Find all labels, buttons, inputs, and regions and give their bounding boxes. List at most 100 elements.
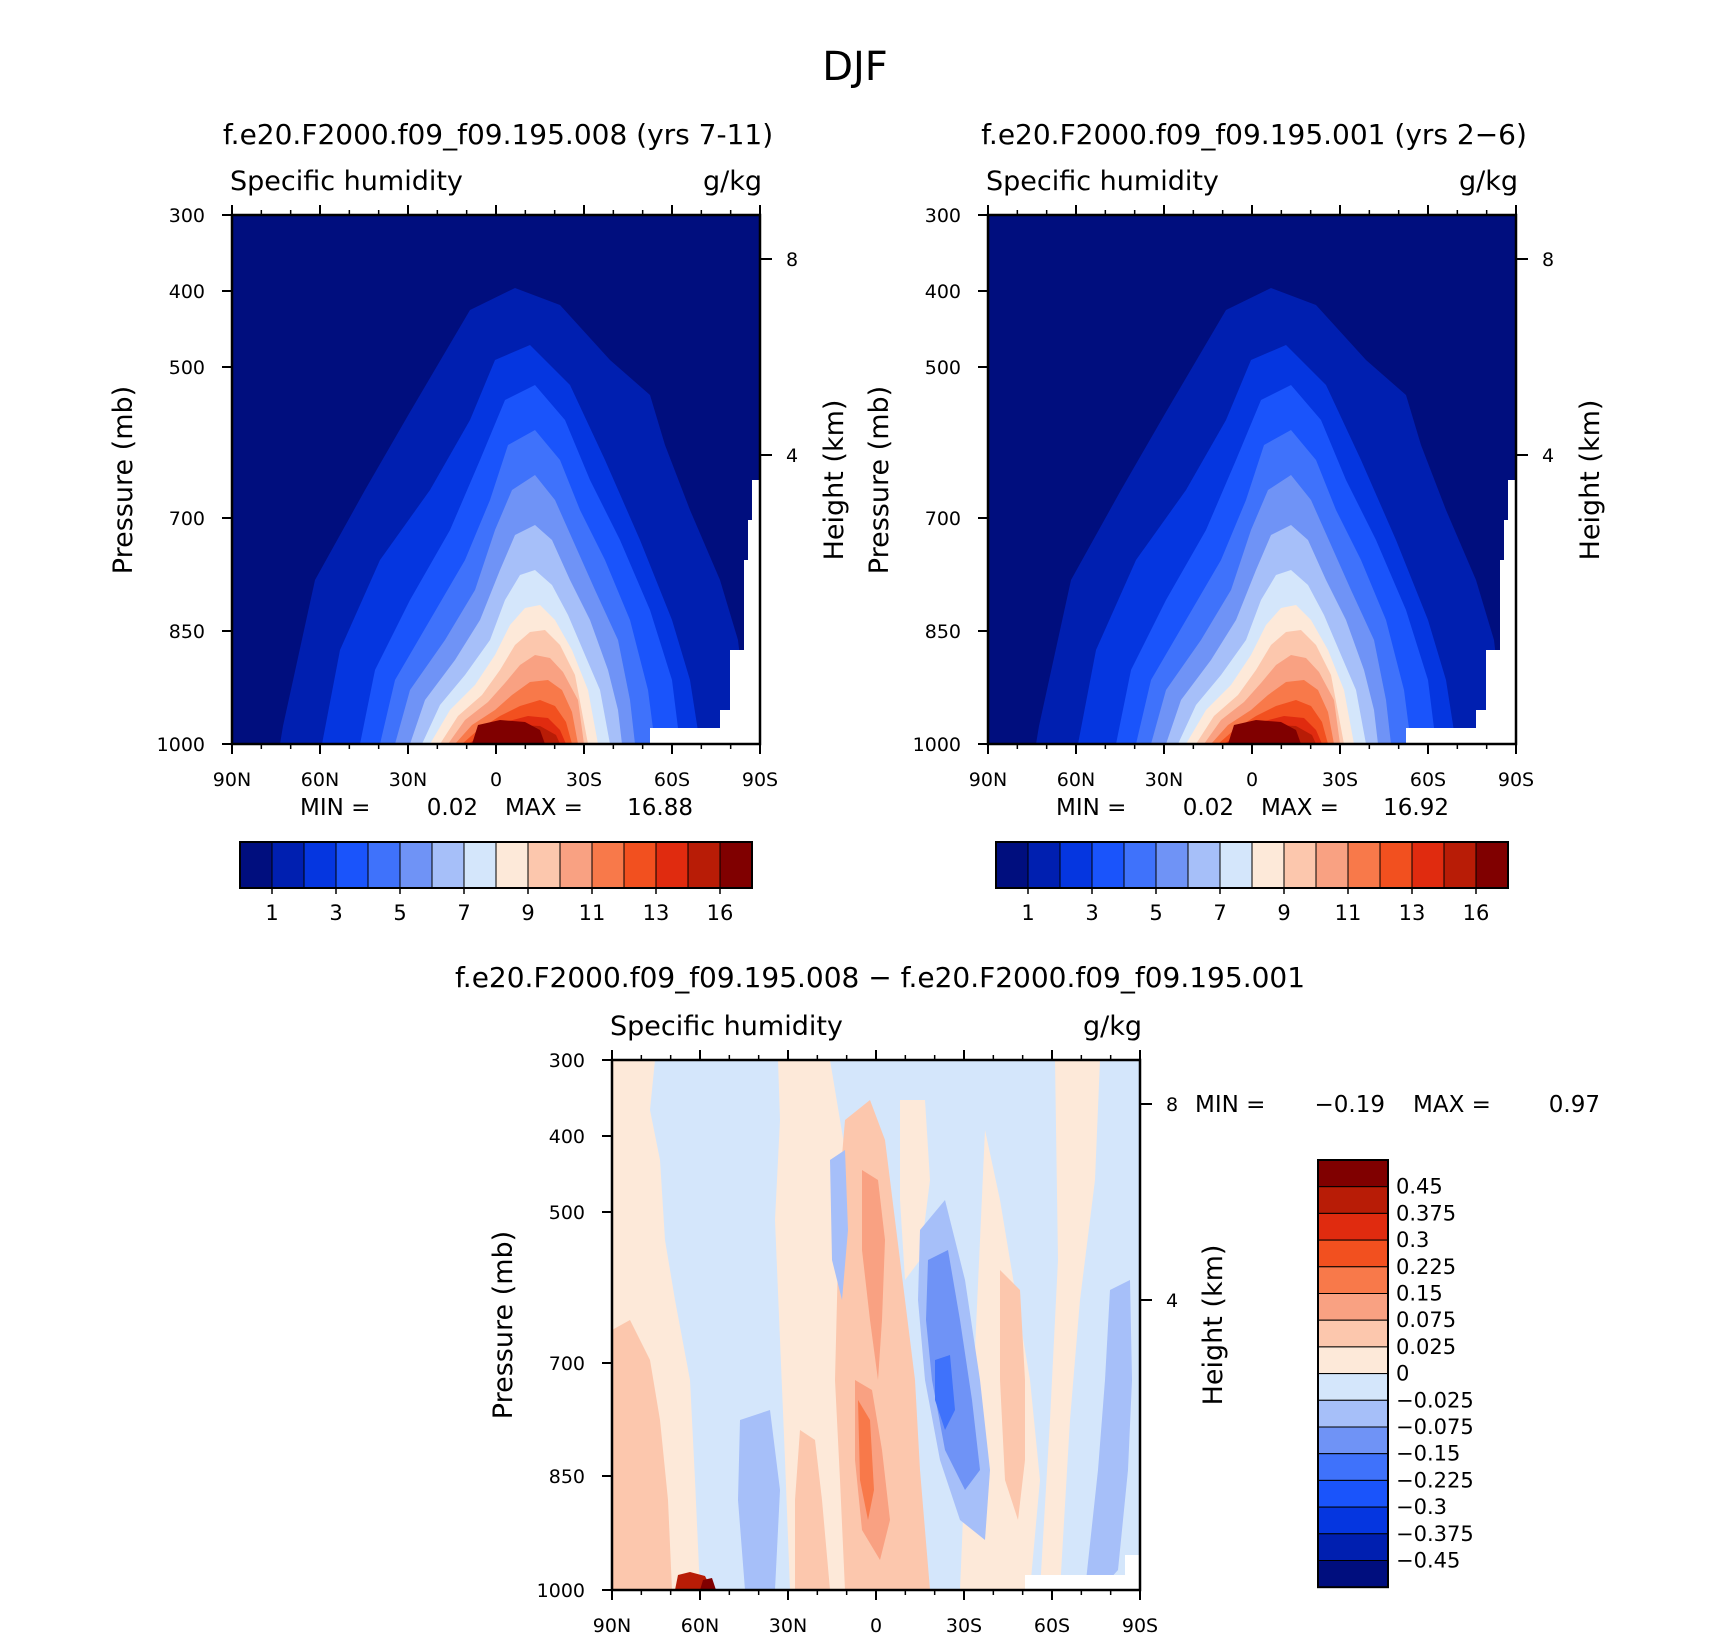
- min-value: 0.02: [1183, 795, 1234, 821]
- colorbar-swatch: [1317, 1426, 1389, 1455]
- colorbar-swatch: [1219, 841, 1253, 889]
- y-tick-400: 400: [169, 281, 205, 303]
- y-tick-300: 300: [925, 205, 961, 227]
- colorbar-swatch: [1317, 1159, 1389, 1188]
- colorbar-swatch: [1091, 841, 1125, 889]
- panel-title: f.e20.F2000.f09_f09.195.001 (yrs 2−6): [981, 118, 1527, 151]
- y-right-tick-4: 4: [1166, 1290, 1178, 1312]
- y-right-axis-label: Height (km): [1198, 1245, 1229, 1406]
- colorbar-label: 0.075: [1396, 1308, 1456, 1332]
- moisture-band-16: [1228, 720, 1301, 744]
- diff-band-pos-6: [612, 1320, 672, 1590]
- colorbar-label: 16: [1463, 901, 1490, 925]
- colorbar-swatch: [1027, 841, 1061, 889]
- colorbar-frame: [995, 841, 1509, 889]
- colorbar-swatch: [335, 841, 369, 889]
- diff-band-neg-3: [830, 1150, 848, 1300]
- y-axis-label: Pressure (mb): [864, 386, 895, 574]
- tick-marks: [978, 205, 1528, 754]
- colorbar-swatch: [1317, 1506, 1389, 1535]
- panel-title: f.e20.F2000.f09_f09.195.008 − f.e20.F200…: [455, 961, 1305, 994]
- colorbar-label: 1: [1021, 901, 1034, 925]
- y-tick-1000: 1000: [537, 1580, 585, 1602]
- missing-data-region: [650, 480, 760, 744]
- colorbar-swatch: [1317, 1479, 1389, 1508]
- x-tick-30s: 30S: [946, 1615, 982, 1636]
- x-tick-eq: 0: [490, 769, 502, 791]
- colorbar-swatch: [271, 841, 305, 889]
- y-right-axis-label: Height (km): [1575, 400, 1606, 561]
- missing-data-region: [1025, 1555, 1140, 1590]
- colorbar-label: 9: [521, 901, 534, 925]
- y-tick-400: 400: [925, 281, 961, 303]
- colorbar-label: 9: [1277, 901, 1290, 925]
- plot-area: [230, 213, 762, 746]
- colorbar-swatch: [1317, 1239, 1389, 1268]
- colorbar-label: 5: [1149, 901, 1162, 925]
- colorbar-label: 7: [457, 901, 470, 925]
- colorbar-label: 16: [707, 901, 734, 925]
- x-tick-eq: 0: [870, 1615, 882, 1636]
- x-tick-60n: 60N: [1057, 769, 1095, 791]
- y-axis-label: Pressure (mb): [488, 1231, 519, 1419]
- panel-title: f.e20.F2000.f09_f09.195.008 (yrs 7-11): [223, 118, 773, 151]
- x-tick-90n: 90N: [969, 769, 1007, 791]
- y-tick-500: 500: [925, 357, 961, 379]
- colorbar-swatch: [239, 841, 273, 889]
- colorbar-swatch: [623, 841, 657, 889]
- x-tick-90n: 90N: [213, 769, 251, 791]
- y-tick-850: 850: [169, 621, 205, 643]
- colorbar-swatch: [1283, 841, 1317, 889]
- y-tick-700: 700: [549, 1353, 585, 1375]
- colorbar-swatch: [1317, 1453, 1389, 1481]
- colorbar-swatch: [1317, 1373, 1389, 1401]
- colorbar-label: 1: [265, 901, 278, 925]
- colorbar-swatch: [687, 841, 721, 889]
- x-tick-30n: 30N: [769, 1615, 807, 1636]
- colorbar: 0.450.375 0.3 0.225 0.150.075 0.025 0−0.025 −0…: [1317, 1159, 1474, 1589]
- colorbar-label: 0: [1396, 1362, 1409, 1386]
- colorbar-label: −0.225: [1396, 1468, 1474, 1492]
- colorbar-label: 7: [1213, 901, 1226, 925]
- y-tick-850: 850: [549, 1466, 585, 1488]
- colorbar-swatch: [559, 841, 593, 889]
- min-value: 0.02: [427, 795, 478, 821]
- colorbar-swatch: [1379, 841, 1413, 889]
- colorbar-label: −0.45: [1396, 1549, 1460, 1573]
- x-tick-60n: 60N: [681, 1615, 719, 1636]
- x-tick-90s: 90S: [1122, 1615, 1158, 1636]
- max-label: MAX =: [1413, 1092, 1491, 1118]
- max-value: 16.92: [1383, 795, 1449, 821]
- diff-band-pos-4: [1040, 1060, 1100, 1590]
- diff-band-neg-4: [1085, 1280, 1132, 1590]
- diff-band-pos-9: [1000, 1270, 1025, 1520]
- x-tick-90s: 90S: [1498, 769, 1534, 791]
- max-value: 0.97: [1549, 1092, 1600, 1118]
- y-tick-400: 400: [549, 1126, 585, 1148]
- y-tick-300: 300: [549, 1050, 585, 1072]
- y-tick-700: 700: [925, 508, 961, 530]
- x-tick-eq: 0: [1246, 769, 1258, 791]
- missing-data-region: [1406, 480, 1516, 744]
- colorbar-swatch: [1251, 841, 1285, 889]
- units-label: g/kg: [1459, 166, 1518, 197]
- min-value: −0.19: [1315, 1092, 1385, 1118]
- colorbar-label: 3: [329, 901, 342, 925]
- colorbar-label: −0.15: [1396, 1442, 1460, 1466]
- colorbar-label: 13: [1399, 901, 1426, 925]
- diff-band-pos-10: [862, 1170, 885, 1380]
- plot-area: [986, 213, 1518, 746]
- colorbar-swatch: [1317, 1186, 1389, 1214]
- colorbar-swatch: [1123, 841, 1157, 889]
- colorbar-swatch: [1317, 1212, 1389, 1241]
- colorbar-swatch: [1317, 1293, 1389, 1321]
- x-tick-30s: 30S: [1322, 769, 1358, 791]
- colorbar-label: 0.3: [1396, 1228, 1429, 1252]
- colorbar-label: 11: [1335, 901, 1362, 925]
- y-right-tick-4: 4: [1542, 445, 1554, 467]
- plot-area: [610, 1058, 1142, 1592]
- colorbar-swatch: [1155, 841, 1189, 889]
- colorbar-swatch: [1411, 841, 1445, 889]
- min-label: MIN =: [1056, 795, 1126, 821]
